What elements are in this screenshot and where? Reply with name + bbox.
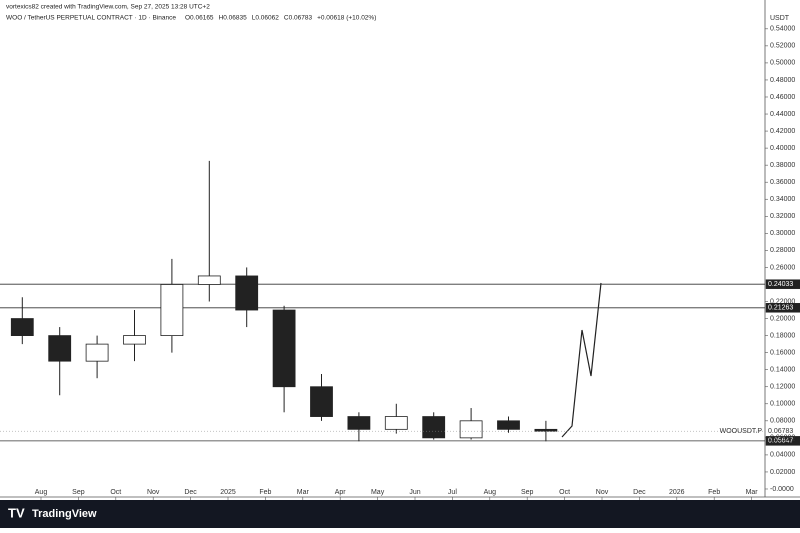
candle-body xyxy=(310,386,333,417)
author-line: vortexics82 created with TradingView.com… xyxy=(6,4,210,11)
candle-body xyxy=(534,428,558,432)
y-tick-label: 0.08000 xyxy=(770,418,795,425)
y-tick-label: 0.14000 xyxy=(770,367,795,374)
y-tick-label: 0.52000 xyxy=(770,43,795,50)
x-tick-label: Dec xyxy=(184,489,197,496)
candle-body xyxy=(10,318,34,336)
currency: USDT xyxy=(770,15,790,22)
x-tick-label: Jul xyxy=(448,489,457,496)
symbol-label: WOOUSDT.P xyxy=(720,428,763,435)
ohlc-value: H0.06835 xyxy=(219,15,248,22)
candle-body xyxy=(272,309,296,388)
y-tick-label: 0.36000 xyxy=(770,179,795,186)
y-tick-label: 0.50000 xyxy=(770,60,795,67)
y-tick-label: 0.48000 xyxy=(770,77,795,84)
y-tick-label: 0.18000 xyxy=(770,332,795,339)
ohlc-value: C0.06783 xyxy=(284,15,313,22)
price-line-box xyxy=(765,303,800,313)
symbol-line: WOO / TetherUS PERPETUAL CONTRACT · 1D ·… xyxy=(6,15,176,22)
y-tick-label: 0.40000 xyxy=(770,145,795,152)
candle-body xyxy=(48,335,72,362)
x-tick-label: Oct xyxy=(559,489,570,496)
candle-body xyxy=(347,416,371,430)
y-tick-label: 0.12000 xyxy=(770,384,795,391)
candle-body xyxy=(85,343,109,362)
y-tick-label: 0.02000 xyxy=(770,469,795,476)
x-tick-label: Aug xyxy=(35,489,48,496)
x-tick-label: Dec xyxy=(633,489,646,496)
countdown: 12:31:02 xyxy=(768,436,795,443)
y-tick-label: 0.22000 xyxy=(770,298,795,305)
x-tick-label: Nov xyxy=(596,489,609,496)
logo-mark: TV xyxy=(8,505,25,520)
x-tick-label: Apr xyxy=(335,489,347,496)
x-tick-label: Aug xyxy=(484,489,497,496)
y-tick-label: 0.26000 xyxy=(770,264,795,271)
projection-drawing xyxy=(561,282,602,438)
y-tick-label: 0.38000 xyxy=(770,162,795,169)
candle-body xyxy=(197,275,221,285)
ohlc-value: O0.06165 xyxy=(185,15,214,22)
ohlc-legend: O0.06165 H0.06835 L0.06062 C0.06783 +0.00618… xyxy=(185,15,376,22)
candle-body xyxy=(123,335,146,345)
price-line-box xyxy=(765,279,800,289)
x-tick-label: Oct xyxy=(110,489,121,496)
y-tick-label: 0.32000 xyxy=(770,213,795,220)
x-tick-label: May xyxy=(371,489,385,496)
price-line-label: 0.24033 xyxy=(768,281,793,288)
price-line-label: 0.21263 xyxy=(768,305,793,312)
y-tick-label: 0.44000 xyxy=(770,111,795,118)
y-tick-label: 0.34000 xyxy=(770,196,795,203)
x-tick-label: Sep xyxy=(521,489,534,496)
candle-body xyxy=(160,284,184,336)
x-tick-label: 2026 xyxy=(669,489,685,496)
x-tick-label: Mar xyxy=(297,489,310,496)
brand: TradingView xyxy=(32,508,97,520)
y-tick-label: 0.20000 xyxy=(770,315,795,322)
x-tick-label: Feb xyxy=(708,489,720,496)
x-tick-label: Jun xyxy=(409,489,420,496)
price-line-label: 0.05647 xyxy=(768,438,793,445)
ohlc-value: L0.06062 xyxy=(252,15,279,22)
y-tick-label: 0.10000 xyxy=(770,401,795,408)
y-tick-label: -0.0000 xyxy=(770,486,794,493)
x-tick-label: Mar xyxy=(746,489,759,496)
last-price-label: 0.06783 xyxy=(768,428,793,435)
y-tick-label: 0.30000 xyxy=(770,230,795,237)
candle-body xyxy=(422,416,446,439)
footer-bar xyxy=(0,500,800,528)
x-tick-label: Nov xyxy=(147,489,160,496)
x-tick-label: Feb xyxy=(259,489,271,496)
x-tick-label: Sep xyxy=(72,489,85,496)
y-tick-label: 0.16000 xyxy=(770,349,795,356)
x-tick-label: 2025 xyxy=(220,489,236,496)
price-line-box xyxy=(765,436,800,446)
candle-body xyxy=(235,275,259,311)
candle-body xyxy=(497,420,520,430)
y-tick-label: 0.28000 xyxy=(770,247,795,254)
y-tick-label: 0.46000 xyxy=(770,94,795,101)
y-tick-label: 0.54000 xyxy=(770,26,795,33)
candle-body xyxy=(384,416,408,430)
candle-body xyxy=(459,420,483,439)
ohlc-value: +0.00618 (+10.02%) xyxy=(317,15,376,22)
y-tick-label: 0.04000 xyxy=(770,452,795,459)
y-tick-label: 0.42000 xyxy=(770,128,795,135)
